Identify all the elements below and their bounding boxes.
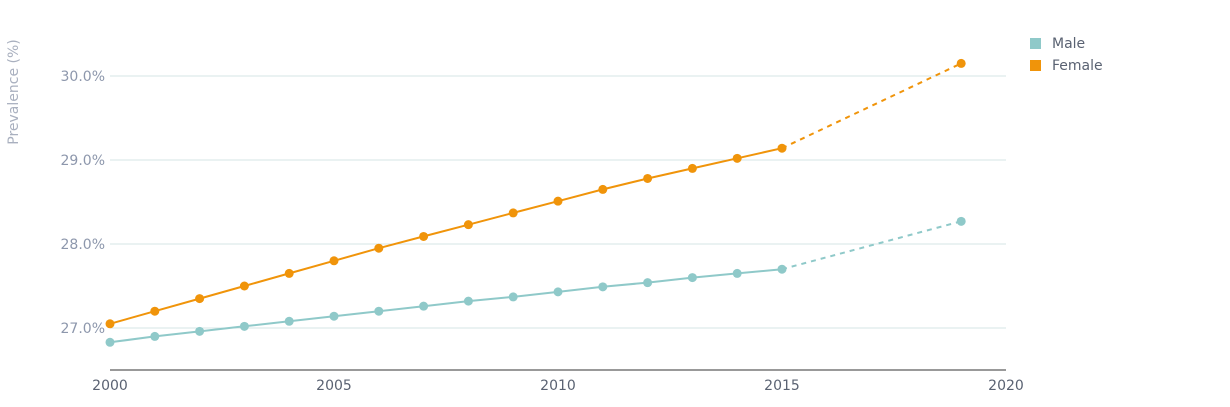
data-point[interactable] xyxy=(195,294,205,304)
projection-point[interactable] xyxy=(956,58,966,68)
series-line xyxy=(109,147,783,325)
series-layer xyxy=(105,58,966,347)
data-point[interactable] xyxy=(105,337,115,347)
data-point[interactable] xyxy=(284,268,294,278)
data-point[interactable] xyxy=(643,173,653,183)
x-tick-label: 2005 xyxy=(316,378,352,394)
data-point[interactable] xyxy=(239,321,249,331)
data-point[interactable] xyxy=(598,282,608,292)
y-axis-title: Prevalence (%) xyxy=(6,39,22,145)
data-point[interactable] xyxy=(463,296,473,306)
data-point[interactable] xyxy=(777,264,787,274)
x-tick-label: 2010 xyxy=(540,378,576,394)
data-point[interactable] xyxy=(687,273,697,283)
data-point[interactable] xyxy=(643,278,653,288)
y-tick-label: 27.0% xyxy=(61,321,105,337)
data-point[interactable] xyxy=(374,306,384,316)
legend-item-female[interactable]: Female xyxy=(1030,58,1103,74)
axis-layer: 27.0% 28.0% 29.0% 30.0% 2000 2005 2010 2015 2020 xyxy=(61,69,1024,394)
data-point[interactable] xyxy=(419,301,429,311)
projection-point[interactable] xyxy=(956,216,966,226)
x-tick-label: 2020 xyxy=(988,378,1024,394)
data-point[interactable] xyxy=(150,331,160,341)
data-point[interactable] xyxy=(329,256,339,266)
data-point[interactable] xyxy=(553,287,563,297)
data-point[interactable] xyxy=(284,316,294,326)
series-male xyxy=(105,216,966,347)
series-line xyxy=(109,268,783,344)
data-point[interactable] xyxy=(419,231,429,241)
legend-label: Female xyxy=(1052,58,1103,74)
legend-swatch xyxy=(1030,60,1041,71)
data-point[interactable] xyxy=(463,220,473,230)
y-tick-label: 30.0% xyxy=(61,69,105,85)
data-point[interactable] xyxy=(553,196,563,206)
data-point[interactable] xyxy=(687,163,697,173)
data-point[interactable] xyxy=(598,184,608,194)
x-tick-label: 2015 xyxy=(764,378,800,394)
legend[interactable]: Male Female xyxy=(1030,36,1103,74)
data-point[interactable] xyxy=(105,319,115,329)
legend-item-male[interactable]: Male xyxy=(1030,36,1085,52)
data-point[interactable] xyxy=(195,326,205,336)
data-point[interactable] xyxy=(732,268,742,278)
data-point[interactable] xyxy=(374,243,384,253)
data-point[interactable] xyxy=(508,208,518,218)
projection-line xyxy=(781,220,962,271)
data-point[interactable] xyxy=(239,281,249,291)
data-point[interactable] xyxy=(732,153,742,163)
y-tick-label: 29.0% xyxy=(61,153,105,169)
y-tick-label: 28.0% xyxy=(61,237,105,253)
series-female xyxy=(105,58,966,329)
projection-line xyxy=(781,62,962,150)
data-point[interactable] xyxy=(329,311,339,321)
data-point[interactable] xyxy=(508,292,518,302)
legend-label: Male xyxy=(1052,36,1085,52)
data-point[interactable] xyxy=(777,143,787,153)
x-tick-label: 2000 xyxy=(92,378,128,394)
legend-swatch xyxy=(1030,38,1041,49)
grid-layer xyxy=(110,75,1006,329)
data-point[interactable] xyxy=(150,306,160,316)
